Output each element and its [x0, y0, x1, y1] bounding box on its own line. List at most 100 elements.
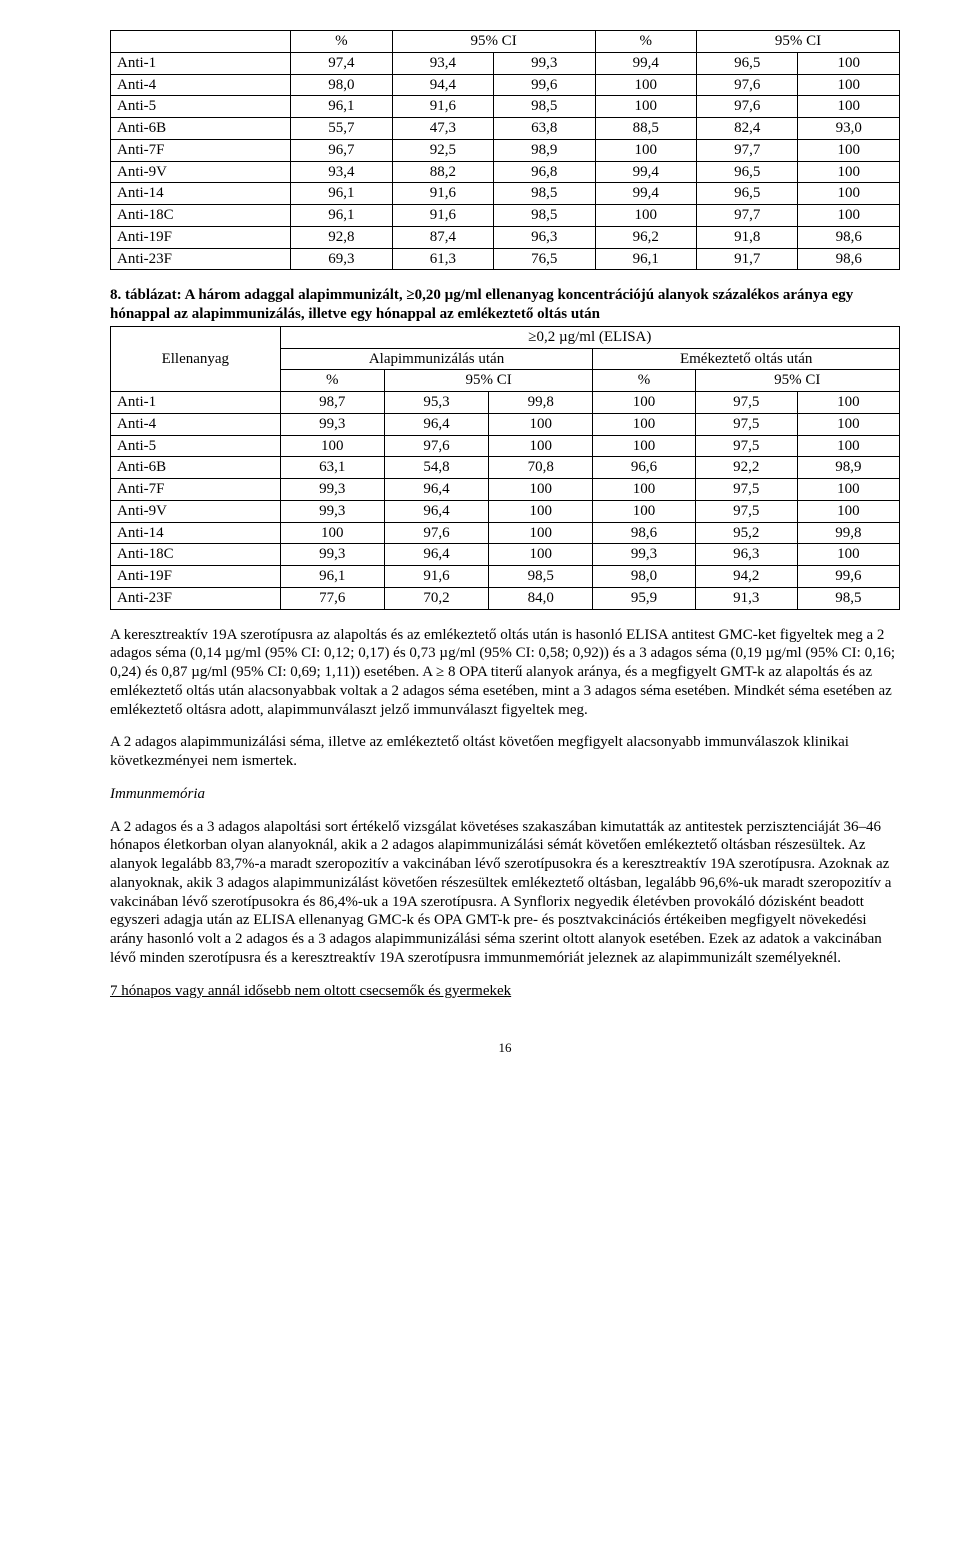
table-cell: 77,6	[280, 587, 384, 609]
table-cell: 97,5	[695, 392, 797, 414]
table-cell: 84,0	[489, 587, 593, 609]
table-cell: 92,8	[291, 226, 392, 248]
table-cell: 97,7	[697, 205, 798, 227]
table-cell: Anti-19F	[111, 566, 281, 588]
table-cell: 92,5	[392, 139, 493, 161]
table-cell: Anti-4	[111, 74, 291, 96]
table-cell: 92,2	[695, 457, 797, 479]
table-cell: 99,4	[595, 183, 696, 205]
table-row: Anti-7F99,396,410010097,5100	[111, 479, 900, 501]
paragraph-immunememory: A 2 adagos és a 3 adagos alapoltási sort…	[110, 818, 900, 968]
table-cell: 54,8	[384, 457, 488, 479]
table-cell: 99,3	[593, 544, 695, 566]
table-cell: 95,9	[593, 587, 695, 609]
table-cell: 100	[595, 205, 696, 227]
table-cell: 100	[593, 413, 695, 435]
table-cell: 88,5	[595, 118, 696, 140]
table-cell: 100	[593, 500, 695, 522]
table-cell: Anti-14	[111, 183, 291, 205]
table-cell: 97,6	[384, 435, 488, 457]
table-cell: 99,6	[797, 566, 899, 588]
table-cell: 100	[593, 392, 695, 414]
table-cell: 69,3	[291, 248, 392, 270]
table-cell: 91,3	[695, 587, 797, 609]
table-cell: 100	[595, 74, 696, 96]
t1h-blank	[111, 31, 291, 53]
table-row: Anti-197,493,499,399,496,5100	[111, 52, 900, 74]
table-row: Anti-1410097,610098,695,299,8	[111, 522, 900, 544]
table-cell: 91,6	[392, 205, 493, 227]
table-cell: 100	[593, 435, 695, 457]
table-cell: 96,4	[384, 413, 488, 435]
table-cell: Anti-9V	[111, 161, 291, 183]
table-cell: 96,5	[697, 161, 798, 183]
table-cell: 100	[797, 544, 899, 566]
table-cell: 98,5	[489, 566, 593, 588]
table-cell: 98,5	[494, 96, 595, 118]
table-cell: Anti-5	[111, 96, 291, 118]
table-cell: 100	[489, 435, 593, 457]
table-cell: 100	[797, 413, 899, 435]
table2-caption: 8. táblázat: A három adaggal alapimmuniz…	[110, 286, 900, 324]
table-cell: 98,5	[494, 183, 595, 205]
t1h-pct2: %	[595, 31, 696, 53]
table-cell: Anti-23F	[111, 587, 281, 609]
paragraph-unknown-consequences: A 2 adagos alapimmunizálási séma, illetv…	[110, 733, 900, 771]
table-cell: 96,4	[384, 500, 488, 522]
table-row: Anti-18C99,396,410099,396,3100	[111, 544, 900, 566]
table-cell: Anti-18C	[111, 205, 291, 227]
table-cell: 55,7	[291, 118, 392, 140]
table-cell: 97,5	[695, 413, 797, 435]
table-cell: 70,8	[489, 457, 593, 479]
table-cell: 63,1	[280, 457, 384, 479]
table-row: Anti-18C96,191,698,510097,7100	[111, 205, 900, 227]
table-row: Anti-23F69,361,376,596,191,798,6	[111, 248, 900, 270]
t2h-alap: Alapimmunizálás után	[280, 348, 593, 370]
table-cell: 98,6	[798, 248, 900, 270]
table-cell: 98,6	[798, 226, 900, 248]
table-cell: 91,7	[697, 248, 798, 270]
table-cell: Anti-6B	[111, 118, 291, 140]
table-cell: 99,4	[595, 52, 696, 74]
table-cell: 91,6	[384, 566, 488, 588]
table-cell: Anti-19F	[111, 226, 291, 248]
table1-header: % 95% CI % 95% CI	[111, 31, 900, 53]
t2h-ci1: 95% CI	[384, 370, 593, 392]
table-cell: 98,5	[494, 205, 595, 227]
table-cell: 100	[797, 500, 899, 522]
table-cell: 96,4	[384, 544, 488, 566]
page-number: 16	[110, 1040, 900, 1056]
table-cell: Anti-4	[111, 413, 281, 435]
table-cell: 93,0	[798, 118, 900, 140]
t1h-ci1: 95% CI	[392, 31, 595, 53]
table-row: Anti-499,396,410010097,5100	[111, 413, 900, 435]
table-cell: 100	[798, 52, 900, 74]
table-cell: 98,9	[494, 139, 595, 161]
table-cell: 100	[280, 522, 384, 544]
table-row: Anti-596,191,698,510097,6100	[111, 96, 900, 118]
table-cell: Anti-7F	[111, 139, 291, 161]
table-cell: 100	[798, 205, 900, 227]
table-cell: 99,3	[280, 544, 384, 566]
table-cell: 100	[798, 183, 900, 205]
table-cell: Anti-23F	[111, 248, 291, 270]
table-row: Anti-9V93,488,296,899,496,5100	[111, 161, 900, 183]
table-cell: 100	[280, 435, 384, 457]
table-cell: 100	[489, 413, 593, 435]
table-cell: 99,3	[280, 413, 384, 435]
table-cell: 97,5	[695, 435, 797, 457]
heading-7-months: 7 hónapos vagy annál idősebb nem oltott …	[110, 983, 511, 999]
heading-immunememory: Immunmemória	[110, 785, 900, 804]
table-row: Anti-19F96,191,698,598,094,299,6	[111, 566, 900, 588]
table-row: Anti-19F92,887,496,396,291,898,6	[111, 226, 900, 248]
table-cell: Anti-7F	[111, 479, 281, 501]
table-cell: 98,0	[291, 74, 392, 96]
table1: % 95% CI % 95% CI Anti-197,493,499,399,4…	[110, 30, 900, 270]
table-cell: 99,3	[280, 500, 384, 522]
table-cell: 99,3	[494, 52, 595, 74]
table-cell: 96,1	[291, 96, 392, 118]
paragraph-crossreactive: A keresztreaktív 19A szerotípusra az ala…	[110, 626, 900, 720]
t2h-pct1: %	[280, 370, 384, 392]
t2h-ci2: 95% CI	[695, 370, 899, 392]
table-cell: 96,5	[697, 183, 798, 205]
